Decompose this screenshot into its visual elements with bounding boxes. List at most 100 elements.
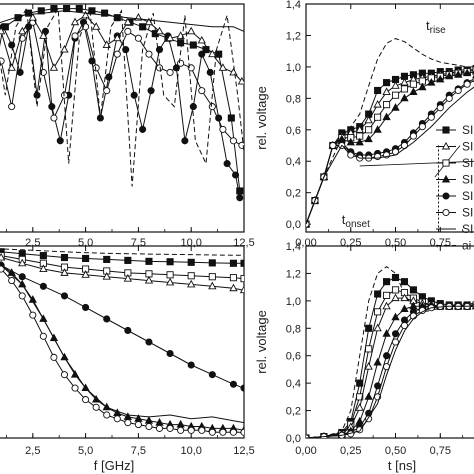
data-point-open-triangle [208,281,217,290]
data-point-filled-square [391,273,400,282]
data-point-filled-square [39,252,47,260]
t-onset-sub: onset [345,219,370,230]
data-point-filled-square [236,187,244,195]
series-line-solid [0,10,244,32]
data-point-open-triangle [197,35,206,44]
data-point-open-circle [427,113,435,121]
chart-panel-bottom-right: 0,000,250,500,7510,00,20,40,60,81,01,21,… [254,241,474,473]
data-point-filled-circle [103,315,111,323]
chart-panel-top-left: 2,5 5,0 7,5 10,0 12,5 [0,3,255,249]
data-point-filled-circle [383,352,391,360]
series-line-open-square [0,254,244,280]
data-point-filled-triangle [409,87,418,96]
data-point-open-triangle [7,63,16,71]
data-point-open-circle [219,428,227,436]
data-point-open-circle [229,137,237,145]
y-tick-label: 0,6 [286,125,301,137]
data-point-filled-square [240,259,244,267]
series-group [306,38,474,228]
data-point-open-triangle [355,403,364,411]
data-point-open-square [208,273,216,281]
data-point-filled-circle [172,64,180,72]
data-point-filled-square [37,7,45,15]
data-point-filled-square [409,286,417,294]
data-point-filled-circle [8,41,16,49]
series-line-open-triangle [306,297,474,438]
data-point-filled-square [60,253,69,262]
data-point-filled-square [189,41,197,49]
data-point-open-triangle [400,77,409,86]
data-point-open-circle [113,50,121,58]
data-point-filled-triangle [382,329,391,337]
data-point-filled-circle [147,87,155,95]
legend-marker-open-square [442,159,450,167]
data-point-open-triangle [49,63,59,71]
series-line-filled-square [0,251,244,264]
data-point-open-triangle [373,99,382,108]
y-tick-label: 1,0 [286,62,301,74]
x-axis-title: f [GHz] [94,458,134,473]
series-line-dashed [0,248,244,256]
data-point-filled-triangle [364,134,373,143]
data-point-filled-square [383,278,391,286]
data-point-open-triangle [60,44,69,53]
legend-marker-open-circle [442,208,450,217]
data-point-filled-square [229,259,237,267]
data-point-filled-circle [189,103,197,111]
data-point-open-square [365,126,373,134]
y-tick-label: 0,4 [286,156,301,168]
x-tick-label: 10,0 [180,445,201,457]
x-axis-title: t [ns] [388,458,416,473]
y-tick-label: 1,2 [286,30,301,42]
data-point-filled-square [208,259,216,267]
data-point-open-square [240,275,244,283]
data-point-filled-circle [181,137,189,145]
data-point-filled-square [374,290,382,298]
data-point-open-circle [29,311,37,319]
data-point-open-circle [436,104,444,112]
x-tick-label: 0,50 [385,445,406,457]
x-tick-label: 5,0 [78,445,93,457]
data-point-open-circle [198,426,206,434]
data-point-open-triangle [218,63,228,71]
chart-panel-top-right: 0,000,250,500,7510,00,20,40,60,81,01,21,… [254,0,474,253]
legend-label: SI [462,222,473,236]
data-point-open-circle [8,103,16,111]
data-point-open-square [391,286,400,294]
data-point-open-square [400,85,409,93]
data-point-filled-circle [60,292,69,300]
data-point-open-triangle [28,13,37,21]
y-tick-label: 1,4 [286,0,301,11]
series-group [0,248,244,436]
data-point-open-circle [166,424,174,432]
y-axis-title: rel. voltage [254,310,269,374]
data-point-filled-square [50,5,58,13]
legend-label: SI [462,140,473,154]
data-point-open-triangle [123,17,133,26]
data-point-filled-circle [187,361,195,369]
data-point-filled-triangle [382,112,391,121]
y-tick-label: 0,0 [286,219,301,231]
data-point-filled-circle [82,303,90,311]
series-line-dashed [306,38,474,225]
series-line-filled-triangle [306,71,474,225]
x-tick-label: 0,00 [295,445,316,457]
chart-panel-bottom-left: 2,5 5,0 7,5 10,0 12,5 f [GHz] [0,245,255,473]
data-point-filled-circle [18,273,26,281]
data-point-open-square [187,272,195,280]
data-point-open-triangle [391,293,400,302]
data-point-filled-circle [229,380,237,388]
data-point-open-circle [113,415,121,423]
y-tick-label: 0,4 [286,378,301,390]
data-point-open-circle [177,59,185,67]
data-point-filled-square [365,324,373,332]
data-point-open-triangle [364,115,373,124]
data-point-filled-square [356,379,364,387]
data-point-filled-square [383,79,391,87]
data-point-open-circle [418,123,426,131]
series-line-dashed [0,6,244,187]
series-line-filled-circle [306,78,474,225]
data-point-filled-square [82,254,90,263]
legend-label: SI [462,156,473,170]
x-tick-label: 0,75 [430,445,451,457]
